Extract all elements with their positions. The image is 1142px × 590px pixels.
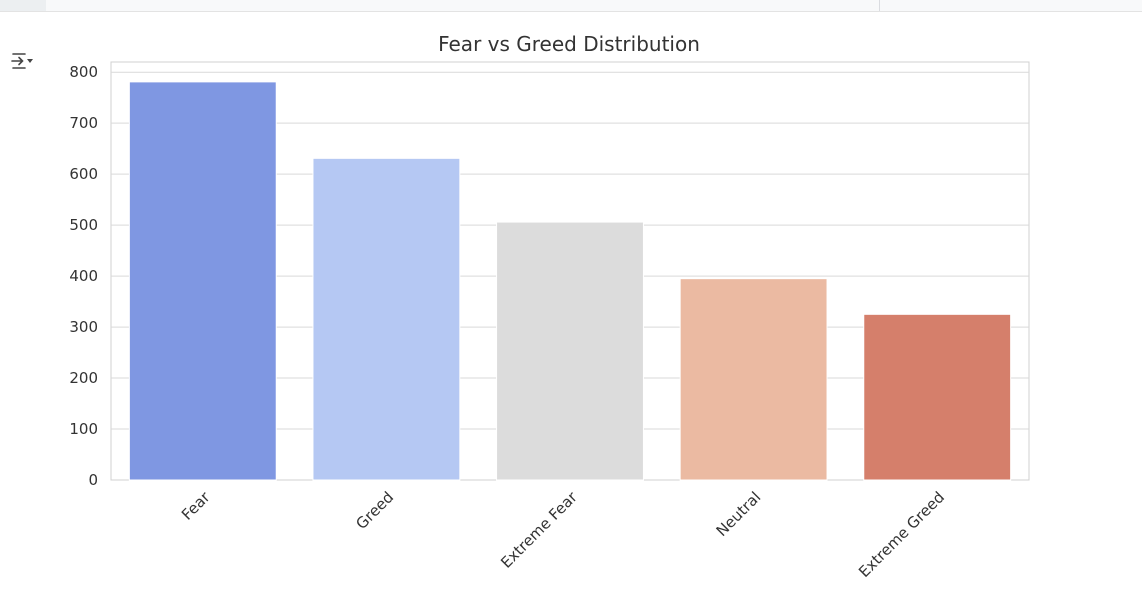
y-tick-label: 100 [69, 420, 98, 438]
y-tick-label: 0 [88, 471, 98, 489]
chart-title: Fear vs Greed Distribution [438, 32, 700, 56]
bar [496, 221, 644, 481]
output-collapse-icon [11, 53, 33, 69]
bar [312, 157, 461, 481]
y-tick-label: 200 [69, 369, 98, 387]
bar [863, 313, 1012, 481]
y-tick-label: 500 [69, 216, 98, 234]
bar [679, 278, 828, 481]
bar [128, 81, 277, 481]
cell-run-gutter [0, 0, 46, 11]
x-tick-label: Extreme Greed [855, 488, 948, 581]
y-tick-label: 700 [69, 114, 98, 132]
x-tick-label: Extreme Fear [497, 488, 581, 572]
y-tick-label: 800 [69, 63, 98, 81]
x-tick-label: Neutral [713, 488, 765, 540]
y-tick-label: 400 [69, 267, 98, 285]
x-tick-label: Greed [352, 488, 397, 533]
cell-top-bar [0, 0, 1142, 12]
y-tick-label: 300 [69, 318, 98, 336]
toolbar-separator [879, 0, 880, 11]
y-tick-label: 600 [69, 165, 98, 183]
x-tick-label: Fear [178, 488, 214, 524]
output-collapse-button[interactable] [6, 48, 38, 74]
